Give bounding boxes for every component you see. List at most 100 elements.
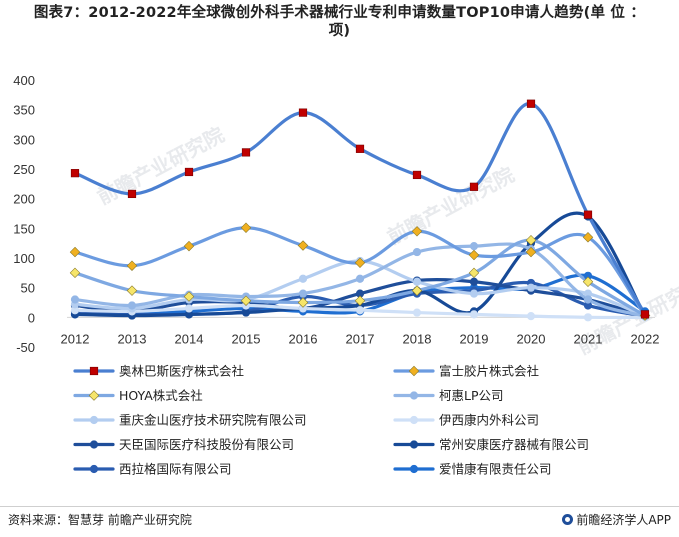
x-tick-label: 2012 <box>61 331 90 346</box>
series-line <box>73 226 647 318</box>
data-point <box>127 301 137 310</box>
legend-marker <box>409 440 419 449</box>
x-tick-label: 2017 <box>346 331 375 346</box>
data-point <box>526 283 536 292</box>
data-point <box>412 308 422 317</box>
x-tick-label: 2015 <box>232 331 261 346</box>
data-point <box>126 260 138 271</box>
data-point <box>184 304 194 313</box>
data-point <box>412 277 422 286</box>
legend-label: 重庆金山医疗技术研究院有限公司 <box>119 413 307 428</box>
legend-label: 伊西康内外科公司 <box>439 413 539 428</box>
data-point <box>355 306 365 315</box>
data-point <box>70 295 80 304</box>
footer: 资料来源：智慧芽 前瞻产业研究院 前瞻经济学人APP <box>0 506 679 531</box>
legend-marker <box>408 365 420 377</box>
y-tick-label: 100 <box>13 251 35 266</box>
data-point <box>411 285 423 296</box>
legend-marker <box>409 391 419 400</box>
chart-title-line1: 图表7：2012-2022年全球微创外科手术器械行业专利申请数量TOP10申请人… <box>33 5 646 21</box>
data-point <box>241 308 251 317</box>
data-point <box>241 148 251 157</box>
y-tick-label: 200 <box>13 192 35 207</box>
data-point <box>183 291 195 302</box>
data-point <box>355 274 365 283</box>
data-point <box>354 257 366 268</box>
data-point <box>583 295 593 304</box>
data-point <box>583 210 593 219</box>
data-point <box>355 144 365 153</box>
data-point <box>583 313 593 322</box>
data-point <box>582 232 594 243</box>
data-point <box>240 295 252 306</box>
x-axis: 2012 2013 2014 2015 2016 2017 2018 2019 2020 2021… <box>61 316 659 346</box>
chart-title: 图表7：2012-2022年全球微创外科手术器械行业专利申请数量TOP10申请人… <box>0 4 679 40</box>
y-tick-label: 50 <box>21 281 35 296</box>
x-tick-label: 2014 <box>175 331 204 346</box>
data-point <box>526 312 536 321</box>
legend-marker <box>89 440 99 449</box>
legend-label: 奥林巴斯医疗株式会社 <box>119 364 244 379</box>
data-point <box>469 289 479 298</box>
x-tick-label: 2016 <box>289 331 318 346</box>
data-point <box>468 249 480 261</box>
legend-marker <box>89 415 99 425</box>
x-tick-label: 2018 <box>403 331 432 346</box>
data-point <box>297 297 309 308</box>
data-point <box>183 240 195 252</box>
data-point <box>582 276 594 287</box>
data-point <box>127 189 137 199</box>
data-point <box>126 285 138 296</box>
legend-marker <box>89 464 99 474</box>
data-point <box>298 108 308 117</box>
data-point <box>69 246 81 258</box>
data-point <box>469 182 479 191</box>
data-point <box>184 167 194 177</box>
x-tick-label: 2019 <box>460 331 489 346</box>
legend-label: 爱惜康有限责任公司 <box>439 462 552 477</box>
legend-label: 柯惠LP公司 <box>439 388 504 403</box>
x-tick-label: 2020 <box>517 331 546 346</box>
y-tick-label: 350 <box>13 103 35 118</box>
legend-label: 天臣国际医疗科技股份有限公司 <box>119 437 294 452</box>
brand-text: 前瞻经济学人APP <box>562 511 671 528</box>
x-tick-label: 2021 <box>574 331 603 346</box>
legend-label: 西拉格国际有限公司 <box>119 462 232 477</box>
data-point <box>412 247 422 257</box>
legend-marker <box>409 415 419 425</box>
data-point <box>412 170 422 180</box>
data-point <box>354 295 366 306</box>
legend-label: 常州安康医疗器械有限公司 <box>439 437 589 452</box>
data-point <box>525 234 537 246</box>
y-tick-label: 400 <box>13 73 35 88</box>
y-tick-label: -50 <box>16 340 35 355</box>
data-point <box>298 274 308 283</box>
y-tick-label: 0 <box>28 310 35 325</box>
data-point <box>411 226 423 237</box>
data-point <box>70 169 80 178</box>
chart-title-line2: 项) <box>328 23 351 39</box>
brand-label: 前瞻经济学人APP <box>576 513 671 527</box>
legend-marker <box>89 366 99 376</box>
data-point <box>469 277 479 286</box>
data-point <box>640 310 650 319</box>
data-point <box>469 242 479 251</box>
data-point <box>468 267 480 279</box>
legend-label: 富士胶片株式会社 <box>439 364 539 379</box>
y-tick-label: 250 <box>13 162 35 177</box>
y-tick-label: 300 <box>13 132 35 147</box>
source-text: 资料来源：智慧芽 前瞻产业研究院 <box>8 513 192 527</box>
data-point <box>240 222 252 233</box>
legend: 奥林巴斯医疗株式会社 富士胶片株式会社 HOYA株式会社 柯惠LP公司重庆金山医疗技术… <box>73 364 589 477</box>
data-point <box>298 289 308 298</box>
data-point <box>469 310 479 319</box>
x-tick-label: 2013 <box>118 331 147 346</box>
legend-marker <box>88 390 100 401</box>
data-point <box>526 99 536 108</box>
data-point <box>525 246 537 258</box>
y-axis: -50 0 50 100 150 200 250 300 350 400 <box>13 73 35 355</box>
legend-marker <box>409 464 419 474</box>
legend-label: HOYA株式会社 <box>119 388 203 403</box>
plot-area <box>69 99 651 322</box>
data-point <box>297 240 309 251</box>
